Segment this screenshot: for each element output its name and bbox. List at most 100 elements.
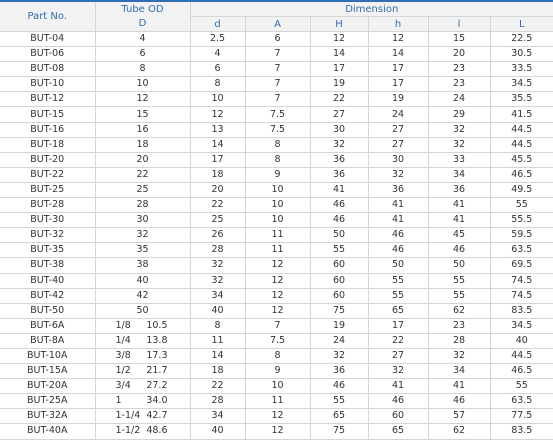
- dimension-value: 36: [309, 166, 369, 183]
- dimension-value: 24: [427, 91, 491, 108]
- dimension-value: 27: [309, 106, 369, 123]
- header-row: Part No. Tube OD Dimension: [0, 0, 553, 32]
- dimension-value: 7: [244, 317, 311, 334]
- dimension-value: 13: [189, 121, 246, 138]
- table-row: BUT-15A 1/2 21.7 18 9 36 32 34 46.5: [0, 363, 553, 380]
- dimension-value: 11: [244, 227, 311, 244]
- dimension-value: 17: [367, 76, 429, 93]
- tube-od-pair: 3/4 27.2: [96, 380, 189, 393]
- dimension-value: 7: [244, 61, 311, 78]
- table-row: BUT-40 40 32 12 60 55 55 74.5: [0, 272, 553, 289]
- dimension-value: 65: [367, 423, 429, 440]
- dimension-value: 32: [189, 257, 246, 274]
- dimension-value: 17: [309, 61, 369, 78]
- dimension-value: 28: [427, 332, 491, 349]
- dimension-value: 18: [189, 363, 246, 380]
- dimension-value: 41: [367, 378, 429, 395]
- dimension-value: 10: [189, 91, 246, 108]
- tube-od-mm: 48.6: [146, 425, 168, 437]
- tube-od-mm: 34.0: [146, 395, 168, 407]
- tube-od: 1 34.0: [94, 393, 191, 410]
- dimension-value: 34: [427, 166, 491, 183]
- part-no: BUT-06: [0, 46, 96, 63]
- dimension-value: 32: [427, 347, 491, 365]
- tube-od: 4: [94, 30, 191, 48]
- dimension-value: 34.5: [489, 76, 553, 93]
- tube-od-inch: 1-1/2: [115, 425, 141, 437]
- tube-od: 38: [94, 257, 191, 274]
- part-no: BUT-6A: [0, 317, 96, 334]
- dimension-value: 32: [427, 121, 491, 138]
- dimension-value: 20: [427, 46, 491, 63]
- tube-od-mm: 42.7: [146, 410, 168, 422]
- tube-od-pair: 1/8 10.5: [96, 319, 189, 332]
- dimension-value: 41.5: [489, 106, 553, 123]
- tube-od-pair: 3/8 17.3: [96, 349, 189, 362]
- tube-od: 20: [94, 151, 191, 168]
- dimension-value: 7.5: [244, 106, 311, 123]
- tube-od: 25: [94, 181, 191, 199]
- dimension-value: 44.5: [489, 136, 553, 153]
- table-row: BUT-15 15 12 7.5 27 24 29 41.5: [0, 106, 553, 123]
- dimension-value: 49.5: [489, 181, 553, 199]
- table-row: BUT-32 32 26 11 50 46 45 59.5: [0, 227, 553, 244]
- dimension-value: 44.5: [489, 347, 553, 365]
- dimension-value: 23: [427, 76, 491, 93]
- dimension-value: 28: [189, 242, 246, 259]
- dimension-value: 50: [427, 257, 491, 274]
- dimension-value: 33: [427, 151, 491, 168]
- dimension-value: 41: [367, 197, 429, 214]
- tube-od: 6: [94, 46, 191, 63]
- dimension-value: 36: [309, 363, 369, 380]
- dimension-value: 12: [244, 302, 311, 319]
- dimension-value: 60: [309, 257, 369, 274]
- table-row: BUT-22 22 18 9 36 32 34 46.5: [0, 166, 553, 183]
- dimension-value: 55: [489, 197, 553, 214]
- dimension-value: 17: [367, 61, 429, 78]
- dimension-value: 17: [367, 317, 429, 334]
- dimension-value: 14: [309, 46, 369, 63]
- dimension-header: Dimension: [189, 0, 553, 17]
- dimension-value: 75: [309, 302, 369, 319]
- dimension-value: 46: [309, 197, 369, 214]
- dimension-value: 24: [309, 332, 369, 349]
- dimension-value: 32: [427, 136, 491, 153]
- dimension-value: 30: [367, 151, 429, 168]
- dimension-value: 32: [367, 166, 429, 183]
- dimension-value: 59.5: [489, 227, 553, 244]
- dimension-value: 41: [427, 197, 491, 214]
- tube-od: 42: [94, 287, 191, 304]
- table-row: BUT-8A 1/4 13.8 11 7.5 24 22 28 40: [0, 332, 553, 349]
- dimension-value: 15: [427, 30, 491, 48]
- dimension-value: 55: [367, 287, 429, 304]
- tube-od-pair: 1-1/4 42.7: [96, 410, 189, 423]
- dimension-value: 27: [367, 347, 429, 365]
- part-no: BUT-16: [0, 121, 96, 138]
- dimension-value: 8: [189, 317, 246, 334]
- tube-od-mm: 27.2: [146, 380, 168, 392]
- dimension-value: 69.5: [489, 257, 553, 274]
- table-row: BUT-06 6 4 7 14 14 20 30.5: [0, 46, 553, 63]
- dimension-value: 8: [244, 347, 311, 365]
- dimension-value: 40: [189, 302, 246, 319]
- dimension-value: 26: [189, 227, 246, 244]
- dimension-value: 55: [367, 272, 429, 289]
- tube-od: 1/8 10.5: [94, 317, 191, 334]
- table-row: BUT-28 28 22 10 46 41 41 55: [0, 197, 553, 214]
- dimension-value: 19: [309, 76, 369, 93]
- part-no: BUT-10: [0, 76, 96, 93]
- part-no: BUT-40A: [0, 423, 96, 440]
- part-no: BUT-35: [0, 242, 96, 259]
- dimension-value: 41: [309, 181, 369, 199]
- table-row: BUT-16 16 13 7.5 30 27 32 44.5: [0, 121, 553, 138]
- dimension-value: 12: [244, 408, 311, 425]
- table-row: BUT-6A 1/8 10.5 8 7 19 17 23 34.5: [0, 317, 553, 334]
- dimension-value: 19: [309, 317, 369, 334]
- dimension-value: 4: [189, 46, 246, 63]
- tube-od-mm: 13.8: [146, 334, 168, 346]
- table-row: BUT-32A 1-1/4 42.7 34 12 65 60 57 77.5: [0, 408, 553, 425]
- tube-od-header: Tube OD: [94, 0, 191, 17]
- dimension-value: 24: [367, 106, 429, 123]
